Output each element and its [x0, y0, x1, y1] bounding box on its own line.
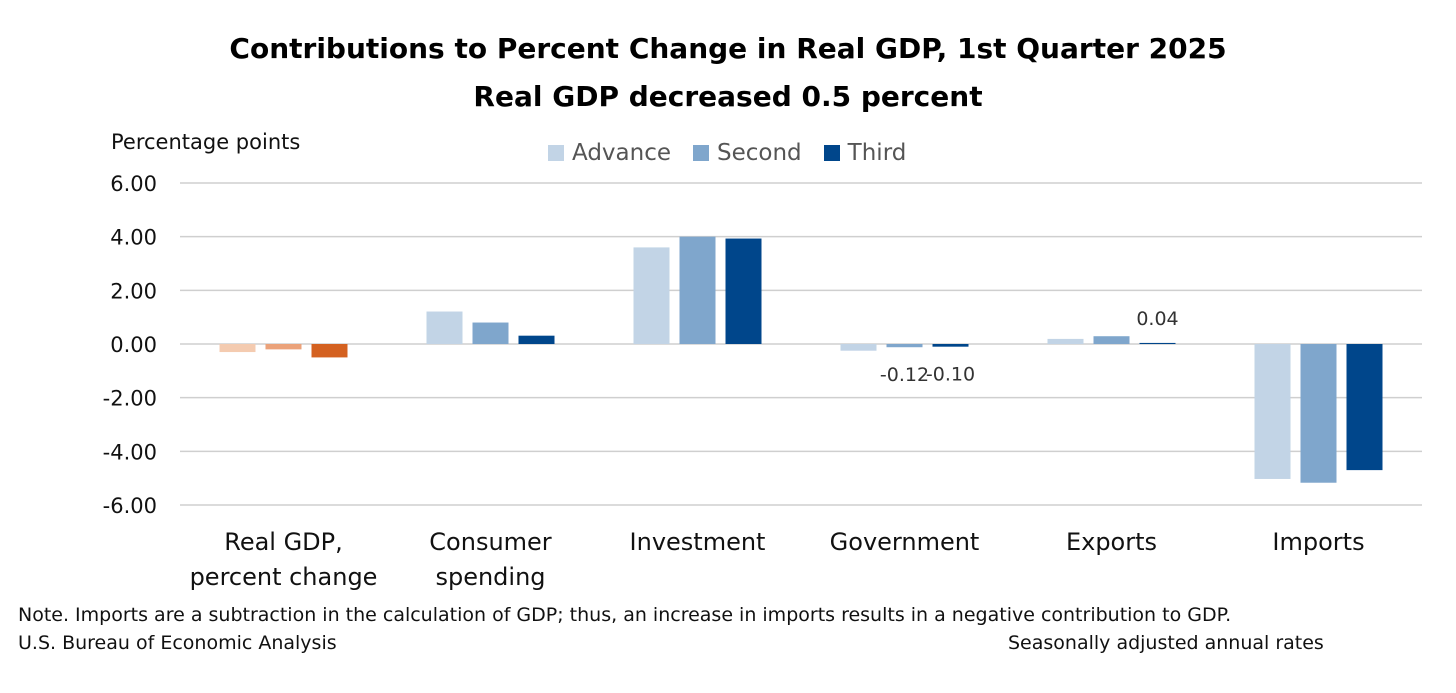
bar-advance	[633, 247, 670, 344]
bar-second	[886, 344, 923, 348]
x-category-label: Exports	[1066, 528, 1157, 556]
legend-swatch-third	[823, 145, 840, 161]
x-category-label: Consumer	[429, 528, 552, 556]
y-tick-label: -4.00	[103, 440, 157, 464]
x-category-label: Real GDP,	[224, 528, 343, 556]
legend-item-second: Second	[693, 140, 802, 166]
x-category-label: spending	[435, 563, 545, 591]
y-axis-label: Percentage points	[111, 130, 301, 154]
bar-third	[518, 335, 555, 344]
bar-third	[725, 238, 762, 344]
bar-second	[1093, 336, 1130, 344]
data-label: -0.12	[880, 364, 929, 386]
legend-item-third: Third	[823, 140, 907, 166]
bar-advance	[426, 311, 463, 344]
chart-title: Contributions to Percent Change in Real …	[229, 32, 1227, 65]
x-category-label: Government	[830, 528, 980, 556]
footnote: Note. Imports are a subtraction in the c…	[18, 604, 1232, 626]
legend: Advance Second Third	[548, 140, 906, 166]
bar-advance	[219, 344, 256, 353]
y-tick-label: 6.00	[110, 172, 157, 196]
y-tick-label: -2.00	[103, 387, 157, 411]
y-tick-label: 0.00	[110, 333, 157, 357]
x-category-label: percent change	[190, 563, 378, 591]
x-category-label: Imports	[1272, 528, 1364, 556]
bar-second	[265, 344, 302, 350]
y-tick-label: 2.00	[110, 279, 157, 303]
bar-third	[1139, 342, 1176, 344]
data-label: -0.10	[926, 364, 975, 386]
legend-swatch-second	[693, 145, 710, 161]
legend-label-second: Second	[717, 140, 802, 166]
bar-advance	[1254, 344, 1291, 479]
source-credit: U.S. Bureau of Economic Analysis	[18, 632, 337, 654]
y-tick-label: -6.00	[103, 494, 157, 518]
legend-item-advance: Advance	[548, 140, 671, 166]
bar-third	[1346, 344, 1383, 471]
legend-swatch-advance	[548, 145, 564, 161]
bar-advance	[840, 344, 877, 351]
data-label: 0.04	[1136, 308, 1178, 330]
bar-third	[932, 344, 969, 347]
bar-second	[679, 236, 716, 344]
x-category-label: Investment	[630, 528, 766, 556]
rate-basis-note: Seasonally adjusted annual rates	[1008, 632, 1324, 654]
bar-advance	[1047, 338, 1084, 344]
bar-third	[311, 344, 348, 358]
legend-label-third: Third	[847, 140, 907, 166]
y-tick-label: 4.00	[110, 226, 157, 250]
legend-label-advance: Advance	[572, 140, 672, 166]
bar-second	[472, 322, 509, 344]
bar-second	[1300, 344, 1337, 483]
chart-subtitle: Real GDP decreased 0.5 percent	[473, 80, 983, 113]
